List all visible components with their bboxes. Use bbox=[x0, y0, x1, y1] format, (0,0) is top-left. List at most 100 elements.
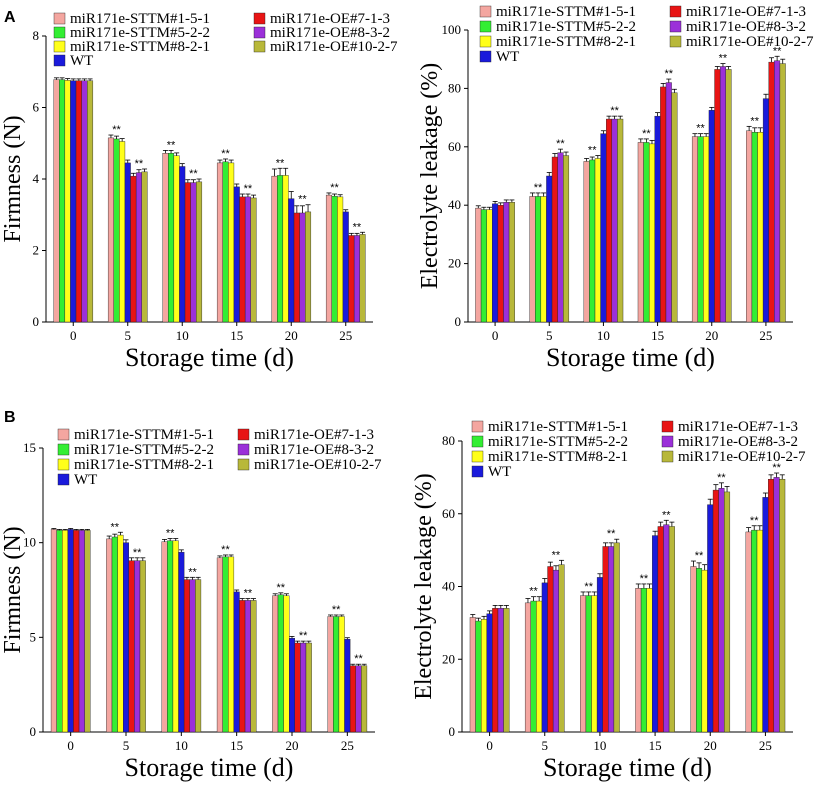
bar bbox=[480, 619, 487, 733]
bar bbox=[469, 617, 476, 733]
bar bbox=[250, 197, 257, 323]
legend-swatch bbox=[57, 428, 70, 441]
legend-label: miR171e-STTM#5-2-2 bbox=[74, 442, 214, 458]
x-tick-label: 0 bbox=[486, 738, 493, 753]
legend-swatch bbox=[57, 443, 70, 456]
bar bbox=[725, 69, 732, 323]
bar bbox=[757, 131, 764, 323]
legend-swatch bbox=[479, 20, 492, 33]
x-axis-label: Storage time (d) bbox=[543, 753, 712, 782]
legend-label: miR171e-OE#8-3-2 bbox=[678, 434, 798, 450]
bar bbox=[141, 171, 148, 323]
y-axis-label: Firmness (N) bbox=[0, 526, 26, 653]
bar bbox=[233, 186, 240, 323]
bar bbox=[361, 665, 368, 733]
x-tick-label: 10 bbox=[176, 328, 189, 343]
bar bbox=[535, 196, 542, 323]
y-axis-label: Firmness (N) bbox=[0, 115, 26, 242]
bar bbox=[643, 142, 650, 323]
bar bbox=[596, 577, 603, 733]
bar bbox=[189, 579, 196, 733]
legend-swatch bbox=[669, 20, 682, 33]
legend-label: WT bbox=[74, 472, 97, 488]
bar bbox=[608, 546, 615, 733]
bar bbox=[64, 80, 71, 323]
legend-swatch bbox=[53, 12, 66, 25]
bar bbox=[300, 642, 307, 733]
chart-b-firmness: 0 5 10 15 0 5 ** ** 10 ** ** 15 ** ** 20 ** ** 25 ** ** Stor… bbox=[0, 427, 382, 782]
x-tick-label: 25 bbox=[339, 328, 352, 343]
significance-marker: ** bbox=[332, 604, 341, 616]
x-axis-label: Storage time (d) bbox=[125, 343, 294, 372]
bar bbox=[640, 588, 647, 733]
bar bbox=[779, 63, 786, 323]
legend-swatch bbox=[53, 26, 66, 39]
bar bbox=[87, 80, 94, 323]
legend-label: miR171e-STTM#8-2-1 bbox=[74, 457, 214, 473]
bar bbox=[239, 196, 246, 323]
legend-label: miR171e-STTM#1-5-1 bbox=[74, 427, 214, 443]
bar bbox=[751, 131, 758, 323]
bar bbox=[70, 80, 77, 323]
legend-swatch bbox=[479, 5, 492, 18]
x-tick-label: 25 bbox=[341, 738, 354, 753]
bar bbox=[277, 175, 284, 323]
y-tick-label: 0 bbox=[455, 314, 462, 329]
bar bbox=[703, 136, 710, 323]
bar bbox=[563, 155, 570, 323]
x-tick-label: 20 bbox=[285, 328, 298, 343]
legend-swatch bbox=[471, 450, 484, 463]
bar bbox=[594, 158, 601, 323]
bar bbox=[348, 235, 355, 323]
significance-marker: ** bbox=[534, 182, 543, 194]
legend-label: miR171e-OE#10-2-7 bbox=[686, 34, 814, 50]
bar bbox=[233, 591, 240, 733]
bar bbox=[327, 616, 334, 733]
bar bbox=[272, 595, 279, 733]
bar bbox=[344, 639, 351, 733]
chart-a-electrolyte-leakage: 0 20 40 60 80 100 0 5 ** ** 10 ** ** 15 ** ** 20 ** ** 25 **… bbox=[417, 4, 814, 372]
legend-swatch bbox=[471, 435, 484, 448]
bar bbox=[690, 566, 697, 733]
bar bbox=[73, 530, 80, 733]
bar bbox=[134, 560, 141, 733]
bar bbox=[239, 600, 246, 733]
legend-swatch bbox=[661, 450, 674, 463]
x-tick-label: 5 bbox=[123, 738, 130, 753]
bar bbox=[751, 529, 758, 733]
significance-marker: ** bbox=[353, 221, 362, 233]
y-axis-label: Electrolyte leakage (%) bbox=[417, 63, 443, 290]
bar bbox=[745, 531, 752, 733]
bar bbox=[486, 209, 493, 323]
bar bbox=[53, 79, 60, 323]
significance-marker: ** bbox=[607, 528, 616, 540]
bar bbox=[552, 569, 559, 733]
bar bbox=[172, 540, 179, 733]
bar bbox=[107, 137, 114, 323]
bar bbox=[475, 620, 482, 733]
bar bbox=[492, 608, 499, 733]
bar bbox=[591, 595, 598, 733]
bar bbox=[701, 569, 708, 733]
bar bbox=[585, 595, 592, 733]
significance-marker: ** bbox=[277, 582, 286, 594]
bar bbox=[56, 530, 63, 733]
bar bbox=[540, 196, 547, 323]
bar bbox=[583, 161, 590, 323]
legend-label: miR171e-STTM#1-5-1 bbox=[496, 4, 636, 20]
significance-marker: ** bbox=[354, 653, 363, 665]
bar bbox=[691, 136, 698, 323]
legend-swatch bbox=[57, 458, 70, 471]
y-tick-label: 6 bbox=[33, 100, 40, 115]
bar bbox=[277, 594, 284, 733]
bar bbox=[602, 546, 609, 733]
significance-marker: ** bbox=[640, 573, 649, 585]
significance-marker: ** bbox=[244, 183, 253, 195]
significance-marker: ** bbox=[695, 550, 704, 562]
significance-marker: ** bbox=[552, 549, 561, 561]
bar bbox=[130, 175, 137, 323]
legend-label: miR171e-STTM#1-5-1 bbox=[70, 11, 210, 27]
bar bbox=[657, 526, 664, 733]
y-tick-label: 2 bbox=[33, 243, 40, 258]
y-tick-label: 20 bbox=[442, 651, 455, 666]
